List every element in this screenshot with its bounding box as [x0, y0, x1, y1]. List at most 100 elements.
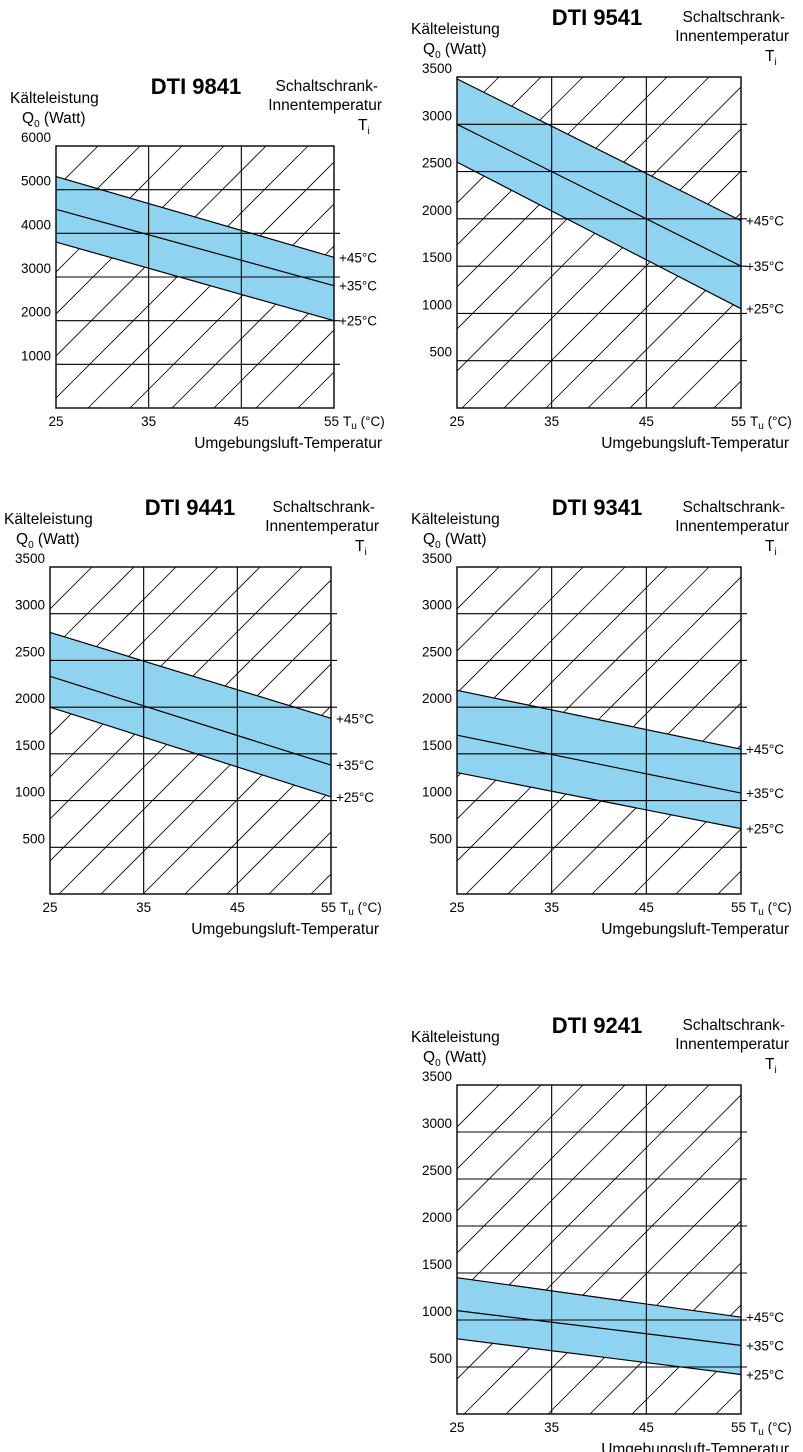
text-part: i	[774, 57, 776, 68]
y-tick-label: 1500	[422, 250, 452, 265]
hatch-line	[50, 567, 219, 736]
series-label: +25°C	[339, 314, 377, 329]
hatch-line	[0, 146, 14, 408]
chart-title: DTI 9441	[145, 495, 236, 520]
ti-header-line1: Schaltschrank-	[275, 78, 378, 95]
chart-1: 1000 2000 3000 4000 5000 6000 25 35 45 55 Tu (°C) U…	[0, 74, 385, 452]
y-axis-title-line2: Q0 (Watt)	[423, 41, 487, 61]
x-unit-rest: (°C)	[357, 414, 385, 429]
series-line-1	[49, 631, 332, 719]
y-tick-label: 5000	[21, 174, 51, 189]
y-tick-label: 2000	[422, 203, 452, 218]
y-tick-label: 2500	[422, 1163, 452, 1178]
ti-header-line2: Innentemperatur	[675, 518, 789, 535]
y-axis-title-line1: Kälteleistung	[411, 511, 500, 528]
hatch-line	[457, 77, 626, 246]
x-tick-label: 25	[449, 1420, 464, 1435]
series-line-2	[456, 734, 742, 794]
ti-header-line1: Schaltschrank-	[272, 499, 375, 516]
text-part: i	[367, 126, 369, 137]
chart-title: DTI 9241	[552, 1013, 643, 1038]
y-tick-label: 3500	[422, 1069, 452, 1084]
hatch-line	[184, 747, 331, 894]
x-tick-label: 45	[230, 900, 245, 915]
x-tick-label: 35	[544, 900, 559, 915]
ti-header-symbol: Ti	[765, 48, 777, 68]
y-axis-title-line2: Q0 (Watt)	[423, 531, 487, 551]
plot-frame	[456, 76, 742, 409]
series-line-2	[49, 675, 332, 766]
ti-header-line2: Innentemperatur	[675, 28, 789, 45]
y-tick-label: 2500	[15, 644, 45, 659]
x-unit-rest: (°C)	[764, 900, 792, 915]
hatch-line	[675, 828, 741, 894]
series-line-2	[456, 123, 742, 267]
hatch-line	[457, 1085, 542, 1170]
y-tick-label: 3500	[422, 551, 452, 566]
text-part: u	[758, 907, 764, 918]
chart-title: DTI 9841	[151, 74, 242, 99]
text-part: 0	[435, 540, 441, 551]
hatch-line	[587, 254, 741, 408]
y-axis-title-line2: Q0 (Watt)	[423, 1049, 487, 1069]
y-tick-label: 3000	[422, 1116, 452, 1131]
series-line-1	[456, 689, 742, 750]
text-part: 0	[435, 1058, 441, 1069]
text-part: 0	[34, 119, 40, 130]
text-part: u	[758, 421, 764, 432]
y-axis-title-line2: Q0 (Watt)	[16, 531, 80, 551]
y-tick-label: 2000	[15, 691, 45, 706]
y-tick-label: 1000	[21, 348, 51, 363]
x-unit-rest: (°C)	[764, 414, 792, 429]
series-label: +45°C	[746, 214, 784, 229]
series-label: +25°C	[746, 302, 784, 317]
y-tick-label: 6000	[21, 130, 51, 145]
y-tick-label: 1500	[422, 738, 452, 753]
y-tick-label: 3000	[422, 598, 452, 613]
y-axis-unit: (Watt)	[441, 531, 487, 548]
x-tick-label: 25	[48, 414, 63, 429]
series-line-3	[456, 161, 742, 310]
y-axis-title-line1: Kälteleistung	[411, 1029, 500, 1046]
y-tick-label: 1000	[15, 785, 45, 800]
y-axis-title-line1: Kälteleistung	[4, 511, 93, 528]
text-part: 0	[435, 50, 441, 61]
series-label: +35°C	[746, 786, 784, 801]
series-label: +35°C	[336, 758, 374, 773]
y-tick-label: 500	[429, 1351, 452, 1366]
hatch-line	[760, 567, 803, 894]
hatch-line	[507, 660, 741, 894]
ti-header-symbol: Ti	[765, 1056, 777, 1076]
capacity-band	[457, 78, 741, 309]
hatch-line	[50, 567, 93, 610]
y-tick-label: 3000	[15, 598, 45, 613]
series-label: +25°C	[746, 1368, 784, 1383]
y-tick-label: 1000	[422, 297, 452, 312]
hatch-line	[629, 296, 741, 408]
x-tick-label: 45	[639, 900, 654, 915]
hatch-line	[50, 567, 177, 694]
series-label: +45°C	[746, 1310, 784, 1325]
y-tick-label: 2500	[422, 156, 452, 171]
y-tick-label: 3500	[15, 551, 45, 566]
x-unit-symbol: T	[750, 1420, 758, 1435]
text-part: 0	[28, 540, 34, 551]
hatch-line	[717, 870, 741, 894]
x-tick-label: 55 Tu (°C)	[731, 900, 792, 918]
series-line-3	[55, 241, 335, 322]
series-label: +45°C	[336, 711, 374, 726]
x-tick-label: 55 Tu (°C)	[731, 1420, 792, 1438]
x-unit-symbol: T	[343, 414, 351, 429]
y-tick-label: 3000	[21, 261, 51, 276]
text-part: u	[351, 421, 357, 432]
y-tick-label: 2000	[422, 1210, 452, 1225]
hatch-line	[0, 567, 8, 894]
ti-header-symbol: Ti	[358, 117, 370, 137]
ti-header-symbol: Ti	[355, 538, 367, 558]
x-axis-title: Umgebungsluft-Temperatur	[194, 435, 382, 452]
x-axis-title: Umgebungsluft-Temperatur	[191, 921, 379, 938]
x-tick-label: 25	[449, 414, 464, 429]
series-label: +35°C	[746, 1338, 784, 1353]
ti-header-line1: Schaltschrank-	[682, 1017, 785, 1034]
